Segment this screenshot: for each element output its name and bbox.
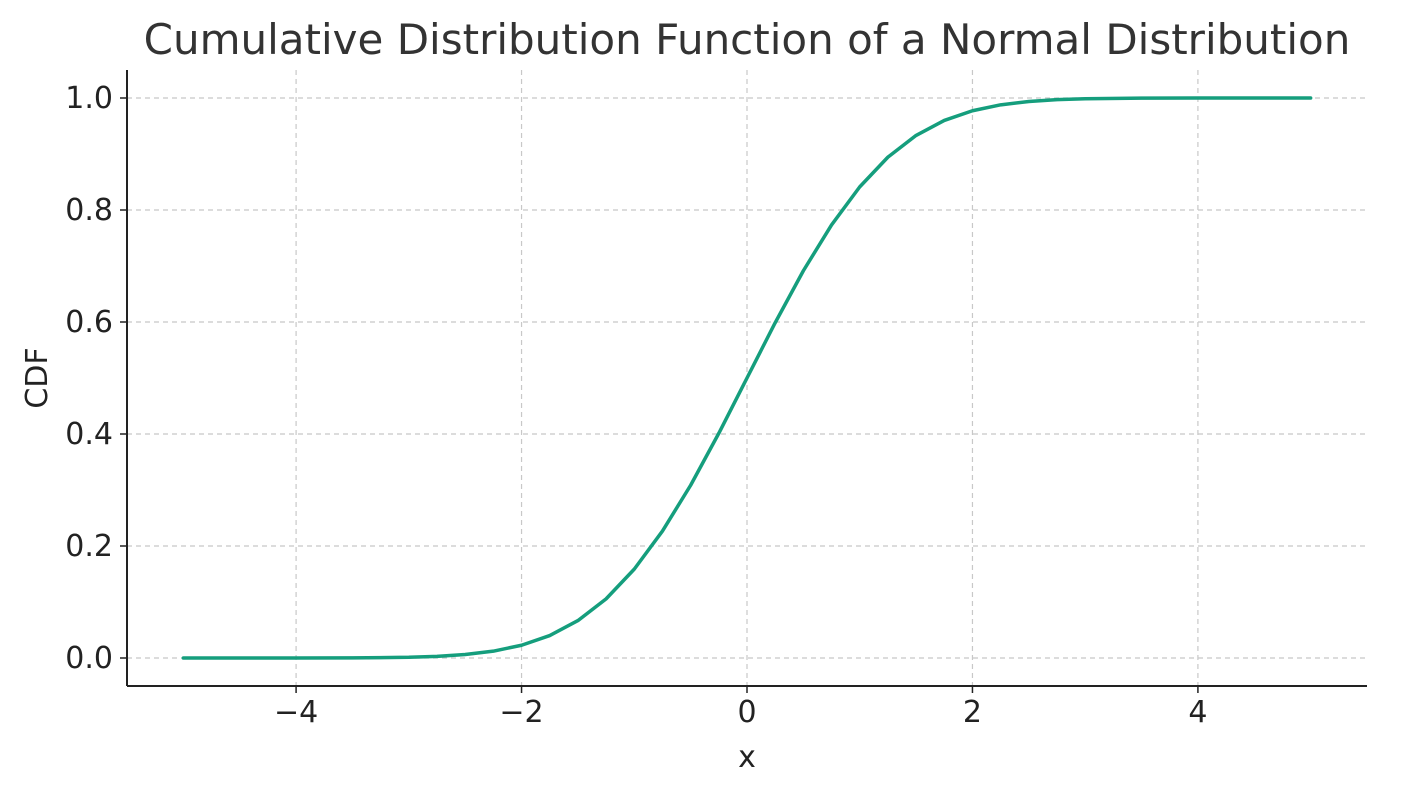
x-tick-label-0: −4 <box>274 695 318 730</box>
y-tick-label-2: 0.4 <box>65 417 113 452</box>
y-tick-label-3: 0.6 <box>65 305 113 340</box>
y-tick-label-1: 0.2 <box>65 529 113 564</box>
x-axis-label: x <box>738 740 756 775</box>
y-tick-label-5: 1.0 <box>65 81 113 116</box>
y-axis-ticks: 0.0 0.2 0.4 0.6 0.8 1.0 <box>65 81 127 676</box>
series-layer <box>181 96 1313 660</box>
y-tick-label-0: 0.0 <box>65 641 113 676</box>
cdf-line-series-0 <box>181 96 1313 660</box>
x-tick-label-1: −2 <box>499 695 543 730</box>
x-tick-label-3: 2 <box>963 695 982 730</box>
x-tick-label-2: 0 <box>737 695 756 730</box>
chart-title: Cumulative Distribution Function of a No… <box>144 15 1351 64</box>
x-axis-ticks: −4 −2 0 2 4 <box>274 686 1207 730</box>
x-tick-label-4: 4 <box>1188 695 1207 730</box>
y-axis-label: CDF <box>20 347 55 408</box>
y-tick-label-4: 0.8 <box>65 193 113 228</box>
